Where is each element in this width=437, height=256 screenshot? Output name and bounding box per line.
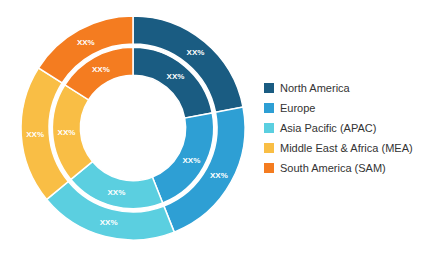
svg-text:XX%: XX%: [100, 218, 118, 227]
html-text:Middle East & Africa (MEA): Middle East & Africa (MEA): [280, 142, 413, 154]
html-text:South America (SAM): South America (SAM): [280, 162, 386, 174]
svg-text:XX%: XX%: [182, 156, 200, 165]
svg-text:XX%: XX%: [77, 38, 95, 47]
html-text:Europe: Europe: [280, 102, 316, 114]
svg-text:XX%: XX%: [58, 128, 76, 137]
svg-text:XX%: XX%: [167, 72, 185, 81]
svg-text:XX%: XX%: [92, 65, 110, 74]
svg-text:XX%: XX%: [210, 171, 228, 180]
svg-text:XX%: XX%: [26, 130, 44, 139]
svg-text:XX%: XX%: [187, 48, 205, 57]
html-text:Asia Pacific (APAC): Asia Pacific (APAC): [280, 122, 377, 134]
svg-text:XX%: XX%: [108, 188, 126, 197]
html-text:North America: North America: [280, 82, 350, 94]
